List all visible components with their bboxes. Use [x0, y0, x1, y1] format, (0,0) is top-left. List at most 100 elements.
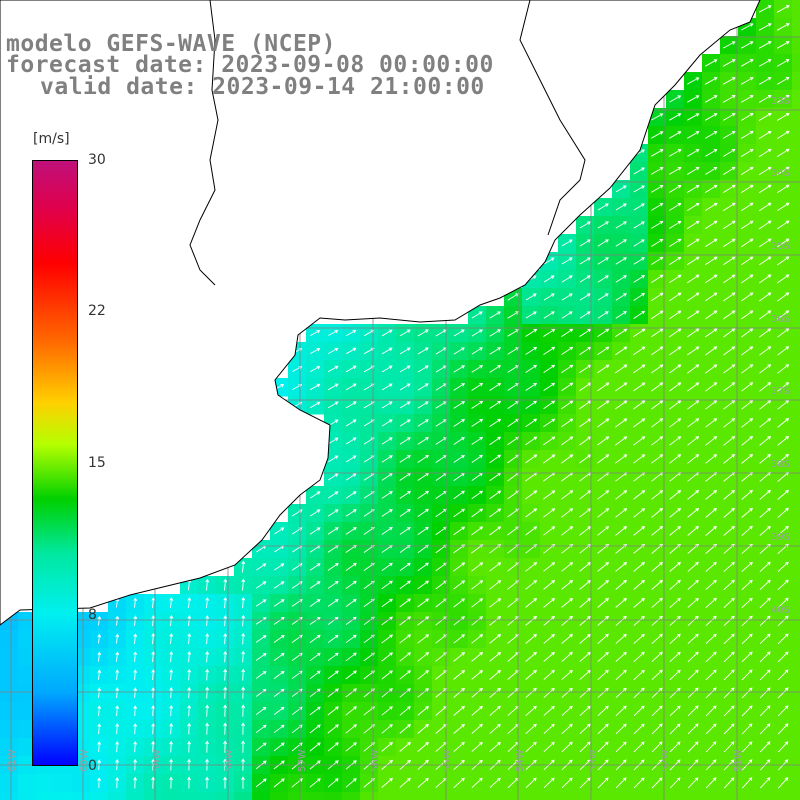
wind-arrow [579, 562, 592, 572]
wind-arrow [758, 59, 772, 67]
speed-cell [18, 684, 37, 703]
colorbar-tick-8: 8 [88, 607, 97, 623]
wind-arrow [471, 705, 483, 716]
wind-arrow [561, 651, 573, 662]
wind-arrow [525, 669, 537, 680]
wind-arrow [741, 310, 754, 320]
wind-arrow [97, 669, 102, 680]
wind-arrow [489, 562, 502, 572]
wind-arrow [151, 705, 156, 717]
speed-cell [18, 738, 37, 757]
wind-arrow [687, 669, 699, 681]
wind-arrow [381, 526, 393, 535]
wind-arrow [489, 723, 501, 734]
wind-arrow [651, 687, 663, 699]
wind-arrow [151, 723, 156, 735]
wind-arrow [345, 383, 357, 391]
wind-arrow [417, 688, 429, 698]
wind-arrow [417, 329, 429, 337]
speed-cell [792, 342, 800, 361]
valid-date: valid date: 2023-09-14 21:00:00 [40, 74, 485, 100]
wind-arrow [561, 311, 573, 319]
wind-arrow [669, 579, 681, 590]
wind-arrow [759, 633, 771, 645]
wind-arrow [650, 149, 664, 157]
wind-arrow [615, 615, 627, 626]
wind-arrow [669, 95, 682, 103]
wind-arrow [759, 561, 771, 573]
wind-arrow [525, 347, 538, 355]
wind-arrow [758, 184, 772, 194]
wind-arrow [597, 328, 610, 338]
wind-arrow [453, 490, 465, 500]
wind-arrow [543, 598, 556, 608]
wind-arrow [687, 77, 700, 85]
wind-arrow [507, 311, 520, 319]
wind-arrow [489, 669, 501, 680]
lat-label: 33S [771, 96, 790, 107]
wind-arrow [471, 383, 484, 391]
land [0, 0, 761, 626]
grid-labels: 33S 34S 35S 36S 37S 38S 39S 40S 61W 60W 59W 58W 57W 5… [7, 96, 790, 772]
wind-arrow [704, 184, 718, 193]
wind-arrow [669, 400, 682, 410]
wind-arrow [205, 615, 210, 627]
wind-arrow [223, 776, 227, 789]
wind-arrow [777, 723, 789, 735]
wind-arrow [543, 454, 556, 464]
wind-arrow [471, 670, 483, 680]
wind-arrow [704, 113, 718, 121]
wind-arrow [651, 113, 664, 121]
lat-label: 37S [771, 386, 790, 397]
colorbar-unit: [m/s] [33, 131, 70, 147]
wind-arrow [399, 473, 412, 481]
wind-arrow [133, 669, 138, 680]
wind-arrow [651, 203, 664, 211]
wind-arrow [740, 113, 754, 121]
speed-cell [792, 234, 800, 253]
wind-arrow [399, 401, 411, 409]
wind-arrow [704, 274, 718, 284]
wind-arrow [241, 560, 246, 573]
wind-arrow [633, 293, 646, 301]
wind-arrow [327, 742, 339, 752]
speed-cell [666, 792, 685, 800]
wind-arrow [686, 238, 700, 248]
wind-arrow [310, 347, 321, 354]
wind-arrow [274, 527, 285, 535]
wind-arrow [346, 329, 357, 336]
wind-arrow [345, 437, 357, 445]
speed-cell [648, 792, 667, 800]
speed-cell [378, 792, 397, 800]
wind-arrow [669, 310, 682, 320]
wind-arrow [274, 563, 285, 571]
wind-arrow [453, 741, 465, 752]
wind-arrow [543, 382, 556, 391]
wind-arrow [399, 688, 411, 698]
wind-arrow [759, 364, 772, 374]
wind-arrow [687, 95, 700, 103]
wind-arrow [723, 705, 735, 717]
wind-arrow [669, 346, 682, 356]
wind-arrow [722, 131, 736, 139]
wind-arrow [489, 347, 502, 355]
wind-arrow [309, 778, 321, 788]
speed-cell [180, 792, 199, 800]
colorbar-tick-22: 22 [88, 303, 106, 319]
speed-cell [792, 702, 800, 721]
wind-arrow [776, 5, 790, 13]
wind-arrow [686, 167, 700, 175]
speed-cell [234, 792, 253, 800]
wind-arrow [345, 778, 357, 788]
wind-arrow [687, 508, 700, 518]
coastline [0, 0, 761, 626]
wind-arrow [722, 59, 736, 67]
wind-arrow [615, 633, 627, 644]
colorbar-tick-15: 15 [88, 455, 106, 471]
wind-arrow [97, 633, 102, 644]
wind-arrow [471, 687, 483, 698]
wind-arrow [417, 723, 429, 734]
wind-arrow [651, 436, 664, 446]
wind-arrow [704, 77, 718, 85]
wind-arrow [489, 383, 502, 391]
